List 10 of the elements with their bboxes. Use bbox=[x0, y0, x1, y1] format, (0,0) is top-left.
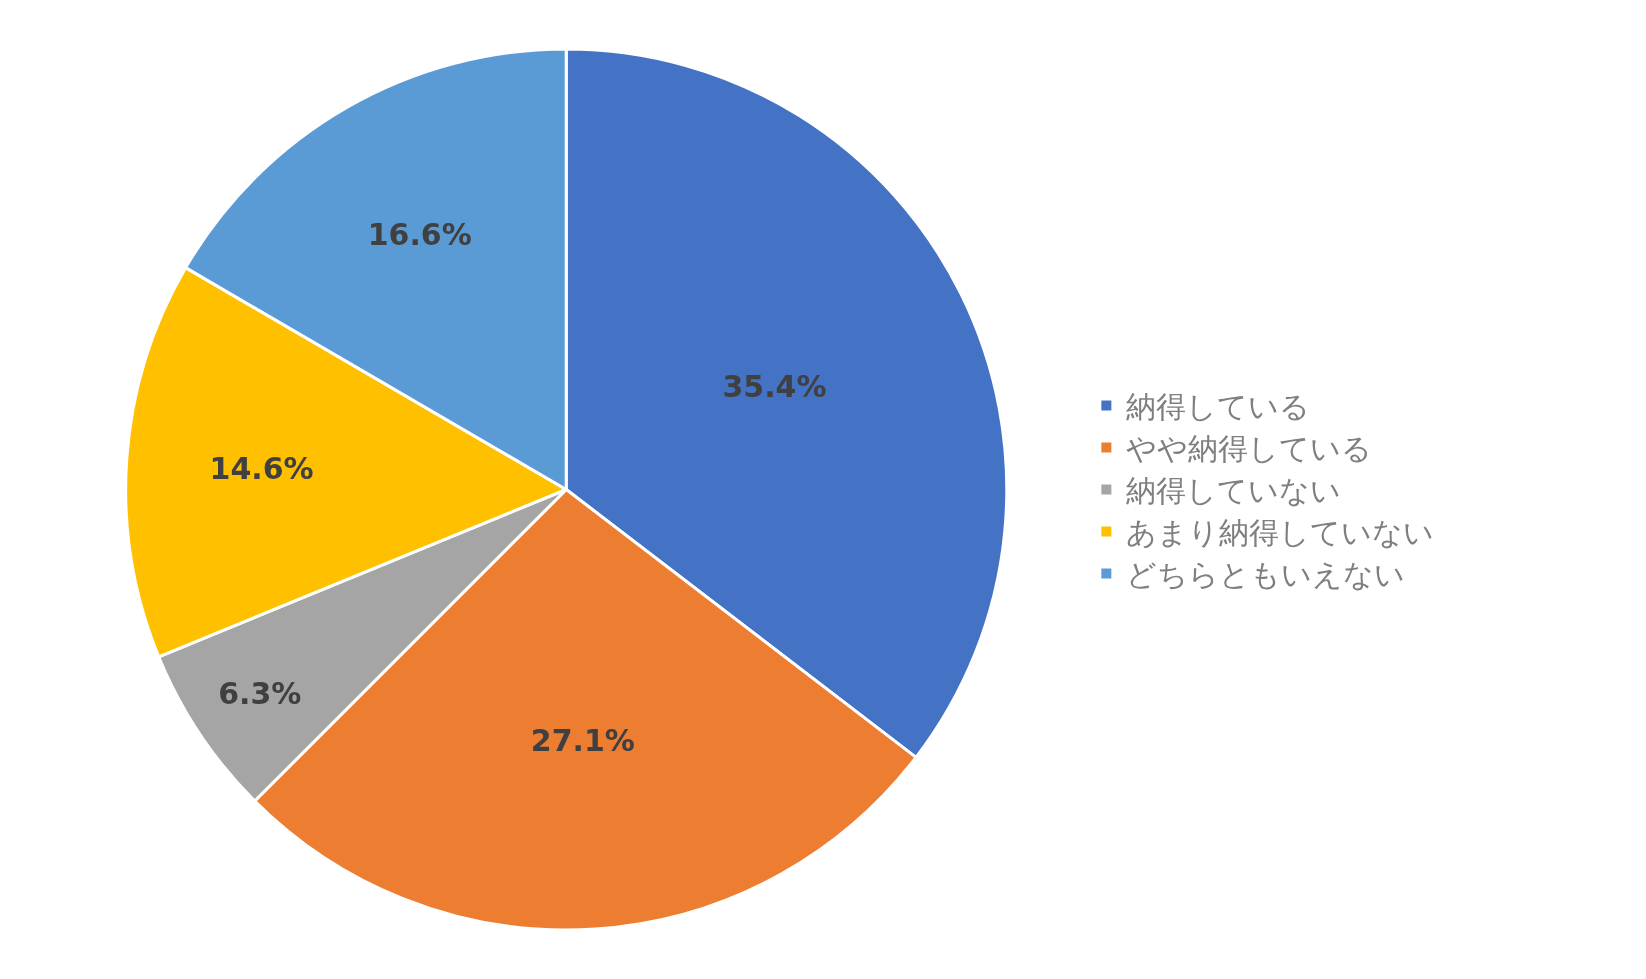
legend-label: あまり納得していない bbox=[1126, 515, 1435, 551]
legend-label: どちらともいえない bbox=[1126, 557, 1406, 593]
data-label: 14.6% bbox=[209, 450, 314, 486]
data-label: 6.3% bbox=[218, 676, 302, 712]
legend-label: 納得している bbox=[1126, 389, 1311, 425]
legend-label: 納得していない bbox=[1126, 473, 1342, 509]
data-label: 27.1% bbox=[530, 722, 635, 758]
data-label: 35.4% bbox=[722, 369, 827, 405]
data-label: 16.6% bbox=[367, 217, 472, 253]
legend-label: やや納得している bbox=[1126, 431, 1373, 467]
